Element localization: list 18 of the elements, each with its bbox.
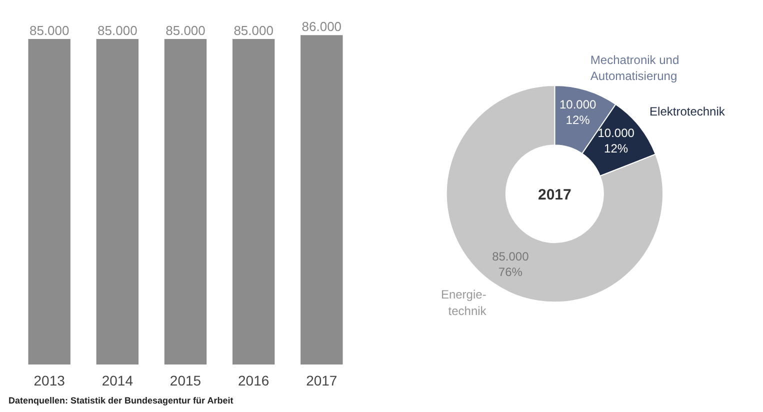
- slice-label: Mechatronik und Automatisierung: [590, 52, 680, 83]
- x-tick-label: 2016: [238, 372, 270, 388]
- x-tick-label: 2017: [306, 372, 338, 388]
- data-label: 85.000: [29, 22, 70, 38]
- data-label: 85.000 76%: [492, 250, 530, 280]
- data-label: 85.000: [166, 22, 206, 38]
- data-label: 10.000 12%: [559, 98, 596, 127]
- x-tick-label: 2014: [102, 372, 134, 388]
- x-tick-label: 2013: [34, 372, 66, 388]
- text: 2017: [538, 186, 572, 204]
- slice-label: Elektrotechnik: [650, 104, 726, 119]
- text: Datenquellen: Statistik der Bundesagentur für Arbeit: [8, 396, 234, 406]
- data-label: 85.000: [98, 22, 138, 38]
- slice-label: Energie- technik: [440, 288, 488, 318]
- data-label: 86.000: [302, 19, 342, 34]
- x-tick-label: 2015: [170, 372, 202, 388]
- data-label: 85.000: [234, 22, 274, 38]
- data-label: 10.000 12%: [598, 126, 635, 156]
